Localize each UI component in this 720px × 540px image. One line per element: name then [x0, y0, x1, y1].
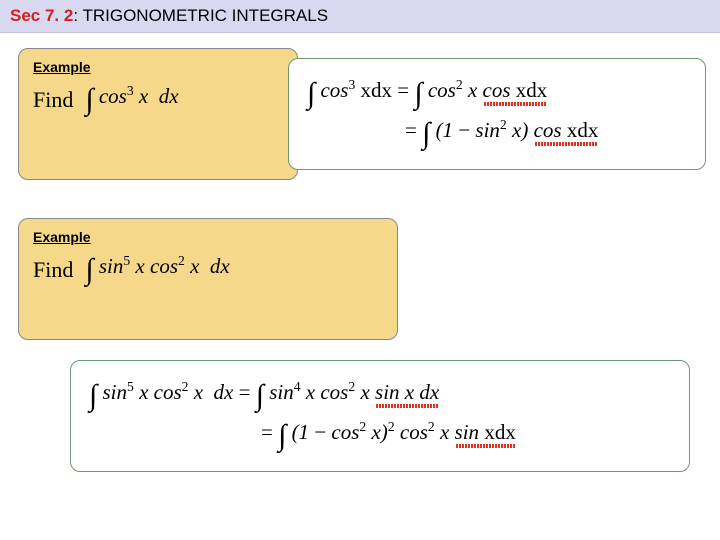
- work-box-1: ∫ cos3 xdx = ∫ cos2 x cos xdx = ∫ (1 − s…: [288, 58, 706, 170]
- example-label: Example: [33, 229, 383, 245]
- work-box-2: ∫ sin5 x cos2 x dx = ∫ sin4 x cos2 x sin…: [70, 360, 690, 472]
- work2-line2: = ∫ (1 − cos2 x)2 cos2 x sin xdx: [261, 419, 671, 453]
- work1-line1: ∫ cos3 xdx = ∫ cos2 x cos xdx: [307, 77, 687, 111]
- title-bar: Sec 7. 2: TRIGONOMETRIC INTEGRALS: [0, 0, 720, 33]
- example-box-1: Example Find ∫ cos3 x dx: [18, 48, 298, 180]
- example-label: Example: [33, 59, 283, 75]
- example-box-2: Example Find ∫ sin5 x cos2 x dx: [18, 218, 398, 340]
- find-label: Find: [33, 257, 73, 283]
- find-label: Find: [33, 87, 73, 113]
- example2-expression: ∫ sin5 x cos2 x dx: [85, 253, 229, 287]
- work1-line2: = ∫ (1 − sin2 x) cos xdx: [405, 117, 687, 151]
- example1-expression: ∫ cos3 x dx: [85, 83, 178, 117]
- section-number: Sec 7. 2: [10, 6, 73, 25]
- work2-line1: ∫ sin5 x cos2 x dx = ∫ sin4 x cos2 x sin…: [89, 379, 671, 413]
- section-title: : TRIGONOMETRIC INTEGRALS: [73, 6, 328, 25]
